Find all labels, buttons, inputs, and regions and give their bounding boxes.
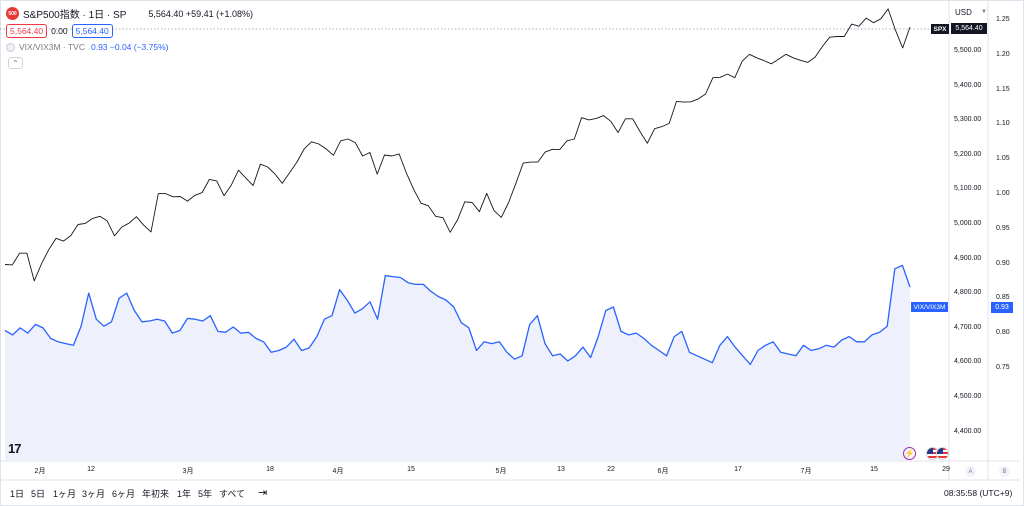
last-price-tag: 5,564.40	[951, 23, 987, 34]
range-button[interactable]: 年初来	[142, 489, 170, 499]
time-axis-label: 17	[734, 466, 742, 473]
time-axis-label: 22	[607, 466, 615, 473]
bid-box[interactable]: 5,564.40	[6, 24, 48, 38]
symbol-values: 5,564.40 +59.41 (+1.08%)	[148, 8, 253, 19]
time-axis-label: 6月	[657, 468, 669, 475]
vix-area-fill	[5, 265, 910, 461]
time-axis-label: 5月	[495, 468, 507, 475]
price-tick-label: 5,400.00	[954, 81, 982, 89]
time-axis-label: 13	[557, 466, 565, 473]
price-boxes: 5,564.40 0.00 5,564.40	[6, 24, 113, 38]
price-tick-label: 5,500.00	[954, 47, 982, 54]
time-axis-label: 29	[942, 466, 950, 473]
vix-tick-label: 1.00	[996, 190, 1010, 197]
time-axis-label: 12	[87, 466, 95, 473]
price-tick-label: 4,700.00	[954, 323, 982, 331]
vix-tick-label: 0.75	[996, 364, 1010, 371]
range-button[interactable]: 1日	[10, 489, 25, 499]
price-tick-label: 5,100.00	[954, 185, 982, 193]
price-tick-label: 4,800.00	[954, 289, 982, 297]
vix-tick-label: 0.85	[996, 294, 1010, 302]
range-button[interactable]: すべて	[219, 489, 246, 499]
vix-tick-label: 0.90	[996, 259, 1010, 267]
price-tick-label: 5,200.00	[954, 150, 982, 158]
price-tick-label: 4,500.00	[954, 393, 982, 400]
vix-last-value-tag: 0.93	[991, 302, 1013, 313]
ask-box[interactable]: 5,564.40	[71, 24, 113, 38]
flash-icon[interactable]: ⚡	[903, 447, 916, 460]
spx-series-line	[4, 8, 911, 282]
vix-symbol-icon	[6, 42, 15, 52]
symbol-name[interactable]: S&P500指数 · 1日 · SP	[23, 10, 127, 21]
range-button[interactable]: 5年	[198, 489, 213, 499]
auto-scale-b-button[interactable]: B	[999, 466, 1010, 477]
currency-selector[interactable]: USD	[955, 8, 972, 17]
time-axis-label: 4月	[332, 468, 344, 475]
price-tick-label: 4,900.00	[954, 254, 982, 262]
range-button[interactable]: 3ヶ月	[82, 489, 106, 499]
vix-name[interactable]: VIX/VIX3M · TVC	[19, 42, 85, 52]
price-tick-label: 4,600.00	[954, 358, 982, 366]
time-axis-label: 15	[407, 466, 415, 473]
time-axis-label: 3月	[182, 468, 194, 475]
vix-tick-label: 0.95	[996, 224, 1010, 232]
vix-values: 0.93 −0.04 (−3.75%)	[90, 42, 169, 52]
vix-tick-label: 1.25	[996, 16, 1010, 23]
vix-tick-label: 1.05	[996, 155, 1010, 163]
price-tick-label: 5,000.00	[954, 220, 982, 227]
calendar-range-icon[interactable]: ⇥	[258, 487, 268, 499]
vix-tick-label: 1.20	[996, 50, 1010, 58]
time-axis-label: 2月	[34, 468, 46, 475]
us-flag-icon[interactable]	[926, 447, 939, 460]
main-legend: 500 S&P500指数 · 1日 · SP 5,564.40 +59.41 (…	[6, 6, 253, 21]
vix-legend: VIX/VIX3M · TVC 0.93 −0.04 (−3.75%)	[6, 42, 169, 52]
time-axis-label: 18	[266, 466, 274, 473]
tradingview-logo-icon: 17	[8, 441, 22, 456]
chevron-down-icon[interactable]: ▼	[981, 9, 987, 15]
us-flag-icon-2[interactable]	[936, 447, 949, 460]
range-button[interactable]: 5日	[31, 489, 46, 499]
time-axis-label: 7月	[800, 468, 812, 475]
collapse-legend-button[interactable]: ⌃	[8, 57, 23, 69]
vix-series-line	[4, 264, 911, 366]
range-button[interactable]: 1年	[177, 489, 192, 499]
time-axis-label: 15	[870, 466, 878, 473]
price-tick-label: 5,300.00	[954, 116, 982, 124]
auto-scale-a-button[interactable]: A	[965, 466, 976, 477]
vix-tick-label: 1.15	[996, 85, 1010, 93]
vix-series-tag: VIX/VIX3M	[911, 302, 948, 312]
price-tick-label: 4,400.00	[954, 427, 982, 435]
spx-tag: SPX	[931, 24, 949, 34]
range-button[interactable]: 6ヶ月	[112, 489, 136, 499]
vix-tick-label: 0.80	[996, 329, 1010, 337]
clock: 08:35:58 (UTC+9)	[944, 488, 1013, 498]
range-button[interactable]: 1ヶ月	[53, 489, 77, 499]
spread-value: 0.00	[51, 26, 68, 36]
symbol-logo-icon: 500	[6, 7, 19, 20]
vix-tick-label: 1.10	[996, 120, 1010, 128]
